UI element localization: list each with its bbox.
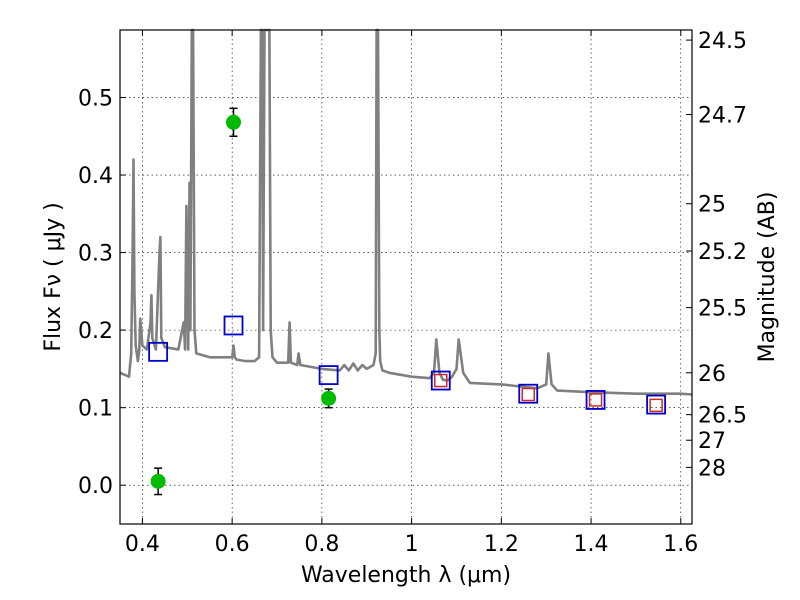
model-photometry-point (148, 341, 169, 362)
plot-frame (119, 29, 693, 525)
model-photometry-point (430, 370, 451, 391)
observed-detection-point (150, 473, 166, 489)
measured-photometry-point (649, 398, 663, 413)
spectrum-line (119, 28, 693, 396)
measured-photometry-point (588, 393, 603, 407)
spectrum-layer (119, 28, 693, 396)
magnitude-tick-label: 26.5 (698, 404, 747, 429)
x-tick-label: 0.4 (125, 532, 160, 557)
magnitude-tick-label: 28 (698, 456, 726, 481)
magnitude-tick-label: 25.2 (698, 240, 747, 265)
points-layer (148, 107, 667, 496)
y-tick-label: 0.5 (78, 86, 113, 111)
y-axis-title-right: Magnitude (AB) (755, 192, 780, 363)
x-tick-label: 1.4 (574, 532, 609, 557)
measured-photometry-point (521, 387, 536, 402)
y-tick-label: 0.3 (78, 242, 113, 267)
model-photometry-point (518, 383, 539, 404)
magnitude-tick-label: 25 (698, 193, 726, 218)
magnitude-tick-label: 25.5 (698, 297, 747, 322)
model-photometry-point (585, 390, 606, 410)
x-tick-label: 1 (405, 532, 419, 557)
x-tick-label: 0.6 (215, 532, 250, 557)
magnitude-tick-label: 26 (698, 362, 726, 387)
grid (120, 30, 692, 524)
y-axis-title: Flux Fν ( μJy ) (41, 202, 66, 351)
measured-photometry-point (434, 373, 448, 388)
x-tick-label: 1.2 (484, 532, 519, 557)
x-tick-label: 0.8 (304, 532, 339, 557)
x-tick-label: 1.6 (663, 532, 698, 557)
ticks-layer (120, 30, 692, 524)
magnitude-tick-label: 27 (698, 429, 726, 454)
x-axis-title: Wavelength λ (μm) (301, 563, 511, 588)
y-tick-label: 0.0 (78, 474, 113, 499)
model-photometry-point (318, 365, 339, 386)
y-tick-label: 0.2 (78, 319, 113, 344)
y-tick-label: 0.1 (78, 397, 113, 422)
model-photometry-point (646, 394, 667, 415)
magnitude-tick-label: 24.7 (698, 104, 747, 129)
tick-labels: 0.4 0.6 0.8 1 1.2 1.4 1.6 0.0 0.1 0.2 0.3 0.4 0.5 24.… (78, 29, 747, 557)
y-tick-label: 0.4 (78, 164, 113, 189)
model-photometry-point (223, 315, 244, 336)
magnitude-tick-label: 24.5 (698, 29, 747, 54)
observed-detection-point (226, 114, 242, 130)
observed-detection-point (321, 390, 337, 406)
